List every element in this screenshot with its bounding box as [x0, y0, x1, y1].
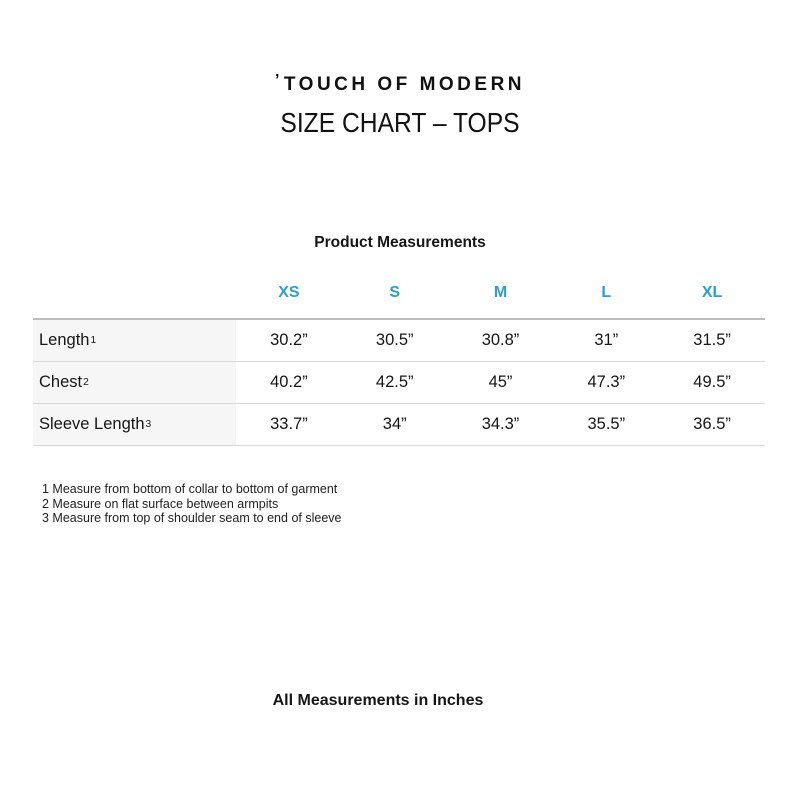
footnote-line-1: 1 Measure from bottom of collar to botto… — [42, 482, 338, 496]
measurement-value: 49.5” — [693, 373, 731, 391]
size-header-s: S — [389, 284, 401, 301]
measurement-value: 33.7” — [270, 415, 308, 433]
measurement-value: 30.8” — [481, 331, 520, 349]
measurement-value: 42.5” — [375, 373, 414, 391]
measurement-value: 31.5” — [693, 331, 731, 349]
size-header-l: L — [601, 284, 612, 301]
row-label-chest: Chest 2 — [33, 362, 236, 403]
brand-logo: ’TOUCH OF MODERN — [0, 72, 800, 96]
row-label-sleeve-length: Sleeve Length 3 — [33, 404, 236, 445]
logo-text: TOUCH OF MODERN — [283, 74, 526, 95]
measurement-value: 45” — [488, 373, 513, 391]
row-label-text: Sleeve Length — [39, 415, 145, 433]
table-row-sleeve-length: Sleeve Length 3 33.7” 34” 34.3” 35.5” 36.… — [33, 404, 765, 446]
measurement-value: 30.5” — [375, 331, 414, 349]
footnote-line-3: 3 Measure from top of shoulder seam to e… — [42, 511, 342, 526]
measurement-value: 31” — [594, 331, 619, 349]
size-header-xs: XS — [278, 284, 300, 301]
size-header-xl: XL — [701, 284, 723, 301]
table-row-length: Length 1 30.2” 30.5” 30.8” 31” 31.5” — [33, 320, 765, 362]
units-note: All Measurements in Inches — [272, 692, 484, 709]
measurement-value: 47.3” — [587, 373, 626, 391]
footnote-line-2: 2 Measure on flat surface between armpit… — [42, 496, 279, 511]
page-title: SIZE CHART – TOPS — [280, 107, 520, 138]
footnotes: 1 Measure from bottom of collar to botto… — [42, 482, 341, 526]
measurement-value: 36.5” — [693, 415, 731, 433]
size-header-row: XS S M L XL — [33, 280, 765, 306]
row-label-text: Length — [39, 331, 90, 349]
logo-tick-mark: ’ — [274, 72, 283, 89]
table-row-chest: Chest 2 40.2” 42.5” 45” 47.3” 49.5” — [33, 362, 765, 404]
measurement-value: 34” — [382, 415, 407, 433]
measurements-table: Length 1 30.2” 30.5” 30.8” 31” 31.5” Ches… — [33, 318, 765, 446]
row-label-text: Chest — [39, 373, 83, 391]
measurement-value: 40.2” — [270, 373, 308, 391]
table-caption: Product Measurements — [314, 234, 486, 251]
measurement-value: 30.2” — [270, 331, 308, 349]
measurement-value: 35.5” — [587, 415, 626, 433]
measurement-value: 34.3” — [481, 415, 520, 433]
size-header-m: M — [493, 284, 508, 301]
row-label-length: Length 1 — [33, 320, 236, 361]
